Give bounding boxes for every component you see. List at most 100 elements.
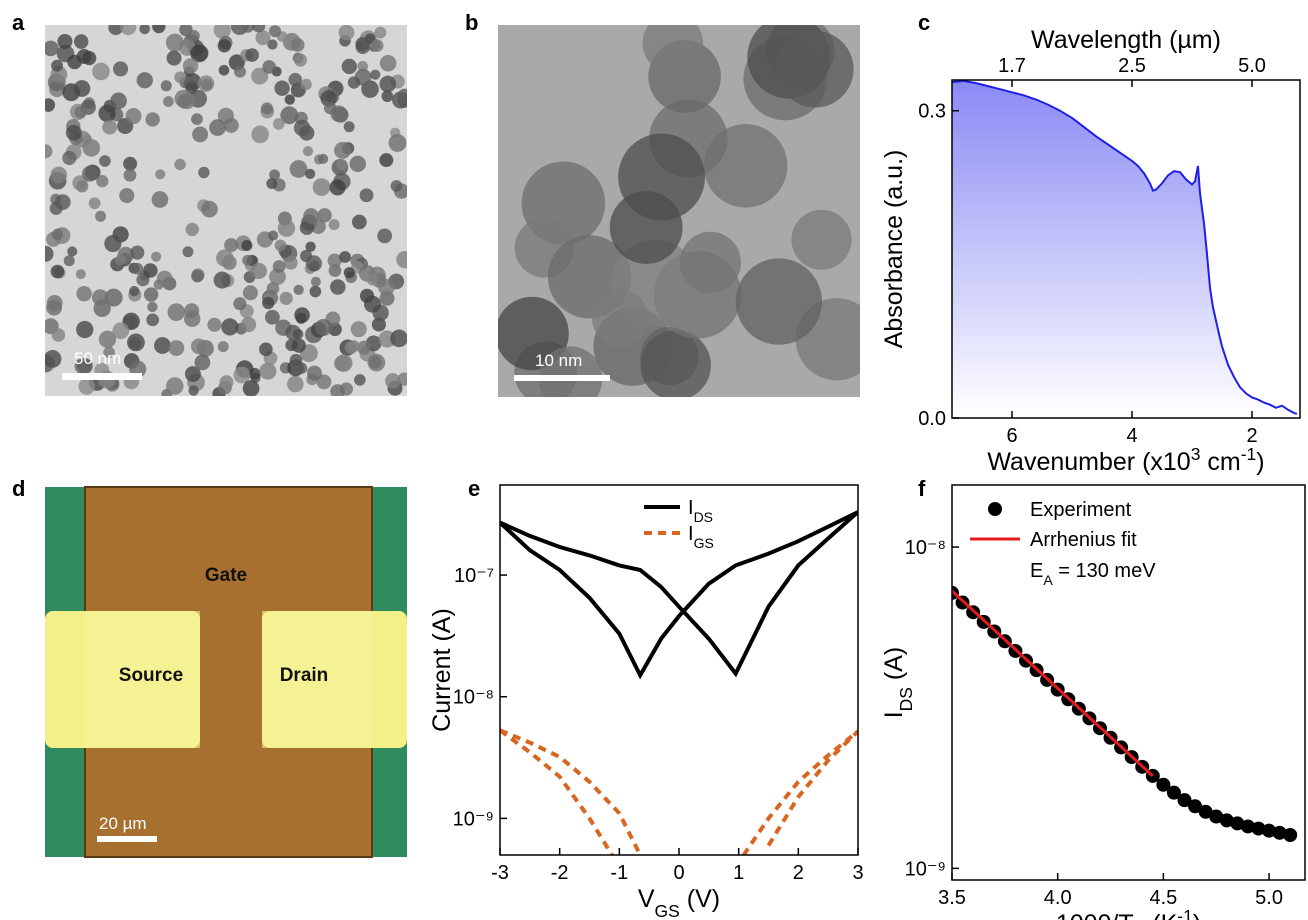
- particle: [248, 367, 261, 380]
- particle: [213, 25, 231, 39]
- particle: [217, 39, 232, 53]
- particle: [316, 374, 332, 390]
- particle: [280, 106, 299, 125]
- x-tick-label: 3: [852, 862, 863, 884]
- particle: [250, 262, 267, 280]
- particle: [640, 330, 711, 397]
- x-tick-label: 0: [673, 862, 684, 884]
- particle: [245, 48, 259, 62]
- particle: [62, 150, 77, 166]
- label-part: 1000/T: [1056, 910, 1134, 920]
- point: [1251, 821, 1266, 836]
- particle: [197, 75, 215, 92]
- label-part: = 130 meV: [1053, 560, 1157, 582]
- particle: [221, 318, 239, 336]
- overlap: [262, 611, 372, 748]
- point: [1262, 823, 1277, 838]
- particle: [272, 118, 285, 130]
- particle: [76, 180, 89, 193]
- point: [1166, 785, 1181, 800]
- label-part: cm: [1200, 448, 1240, 476]
- x-tick-label: -1: [610, 862, 628, 884]
- particle: [76, 285, 92, 302]
- particle: [218, 64, 230, 76]
- particle: [213, 271, 231, 289]
- particle: [216, 249, 234, 267]
- particle: [354, 374, 366, 386]
- particle: [242, 254, 253, 266]
- particle: [609, 191, 683, 264]
- label-part: DS: [896, 687, 916, 711]
- particle: [57, 33, 73, 49]
- particle: [267, 39, 278, 50]
- particle: [269, 169, 280, 181]
- particle: [255, 30, 271, 46]
- legend-swatch: [988, 502, 1002, 516]
- particle: [374, 26, 387, 39]
- particle: [381, 90, 394, 103]
- particle: [78, 378, 96, 395]
- particle: [291, 338, 306, 353]
- particle: [334, 141, 352, 159]
- label-part: DS: [694, 509, 713, 525]
- particle: [289, 160, 308, 178]
- particle: [259, 362, 277, 380]
- panel-label: a: [12, 10, 25, 35]
- label-part: E: [1030, 560, 1043, 582]
- particle: [131, 262, 144, 275]
- particle: [303, 208, 319, 224]
- particle: [242, 285, 258, 301]
- particle: [241, 239, 253, 252]
- y-tick-label: 10⁻⁹: [453, 808, 494, 830]
- particle: [268, 25, 282, 38]
- line: [500, 510, 858, 680]
- particle: [328, 219, 340, 231]
- particle: [160, 80, 172, 92]
- annotation: EA = 130 meV: [1030, 560, 1156, 588]
- particle: [343, 267, 355, 279]
- particle: [51, 59, 64, 72]
- particle: [327, 253, 342, 268]
- particle: [209, 119, 226, 136]
- particle: [294, 307, 310, 323]
- scale-bar: [514, 375, 610, 381]
- particle: [194, 354, 211, 371]
- particle: [379, 75, 397, 93]
- particle: [279, 291, 293, 305]
- particle: [357, 60, 368, 72]
- particle: [396, 250, 407, 269]
- particle: [51, 228, 64, 241]
- particle: [217, 341, 229, 353]
- particle: [377, 228, 393, 244]
- particle: [642, 25, 704, 74]
- point: [1230, 816, 1245, 831]
- particle: [359, 188, 374, 203]
- particle: [233, 297, 247, 311]
- particle: [266, 178, 278, 190]
- particle: [260, 102, 274, 115]
- x-tick-label: 4: [1126, 425, 1137, 447]
- particle: [136, 72, 153, 89]
- y-tick-label: 0.0: [918, 408, 946, 430]
- fit-line: [952, 589, 1154, 778]
- particle: [299, 249, 313, 262]
- particle: [188, 385, 199, 396]
- panel-label: e: [468, 476, 480, 501]
- particle: [310, 276, 321, 287]
- x-tick-label: 4.5: [1149, 887, 1177, 909]
- label-part: ): [1256, 448, 1264, 476]
- particle: [73, 80, 91, 97]
- particle: [151, 251, 162, 262]
- particle: [88, 197, 101, 210]
- overlap: [85, 611, 200, 748]
- label-part: 3: [1191, 444, 1201, 464]
- particle: [272, 260, 286, 273]
- particle: [98, 330, 117, 348]
- x-axis-label: VGS (V): [638, 885, 720, 920]
- particle: [343, 121, 355, 133]
- y-tick-label: 10⁻⁸: [905, 537, 946, 559]
- x-tick-label: 5.0: [1255, 887, 1283, 909]
- particle: [76, 320, 94, 339]
- particle: [152, 25, 166, 34]
